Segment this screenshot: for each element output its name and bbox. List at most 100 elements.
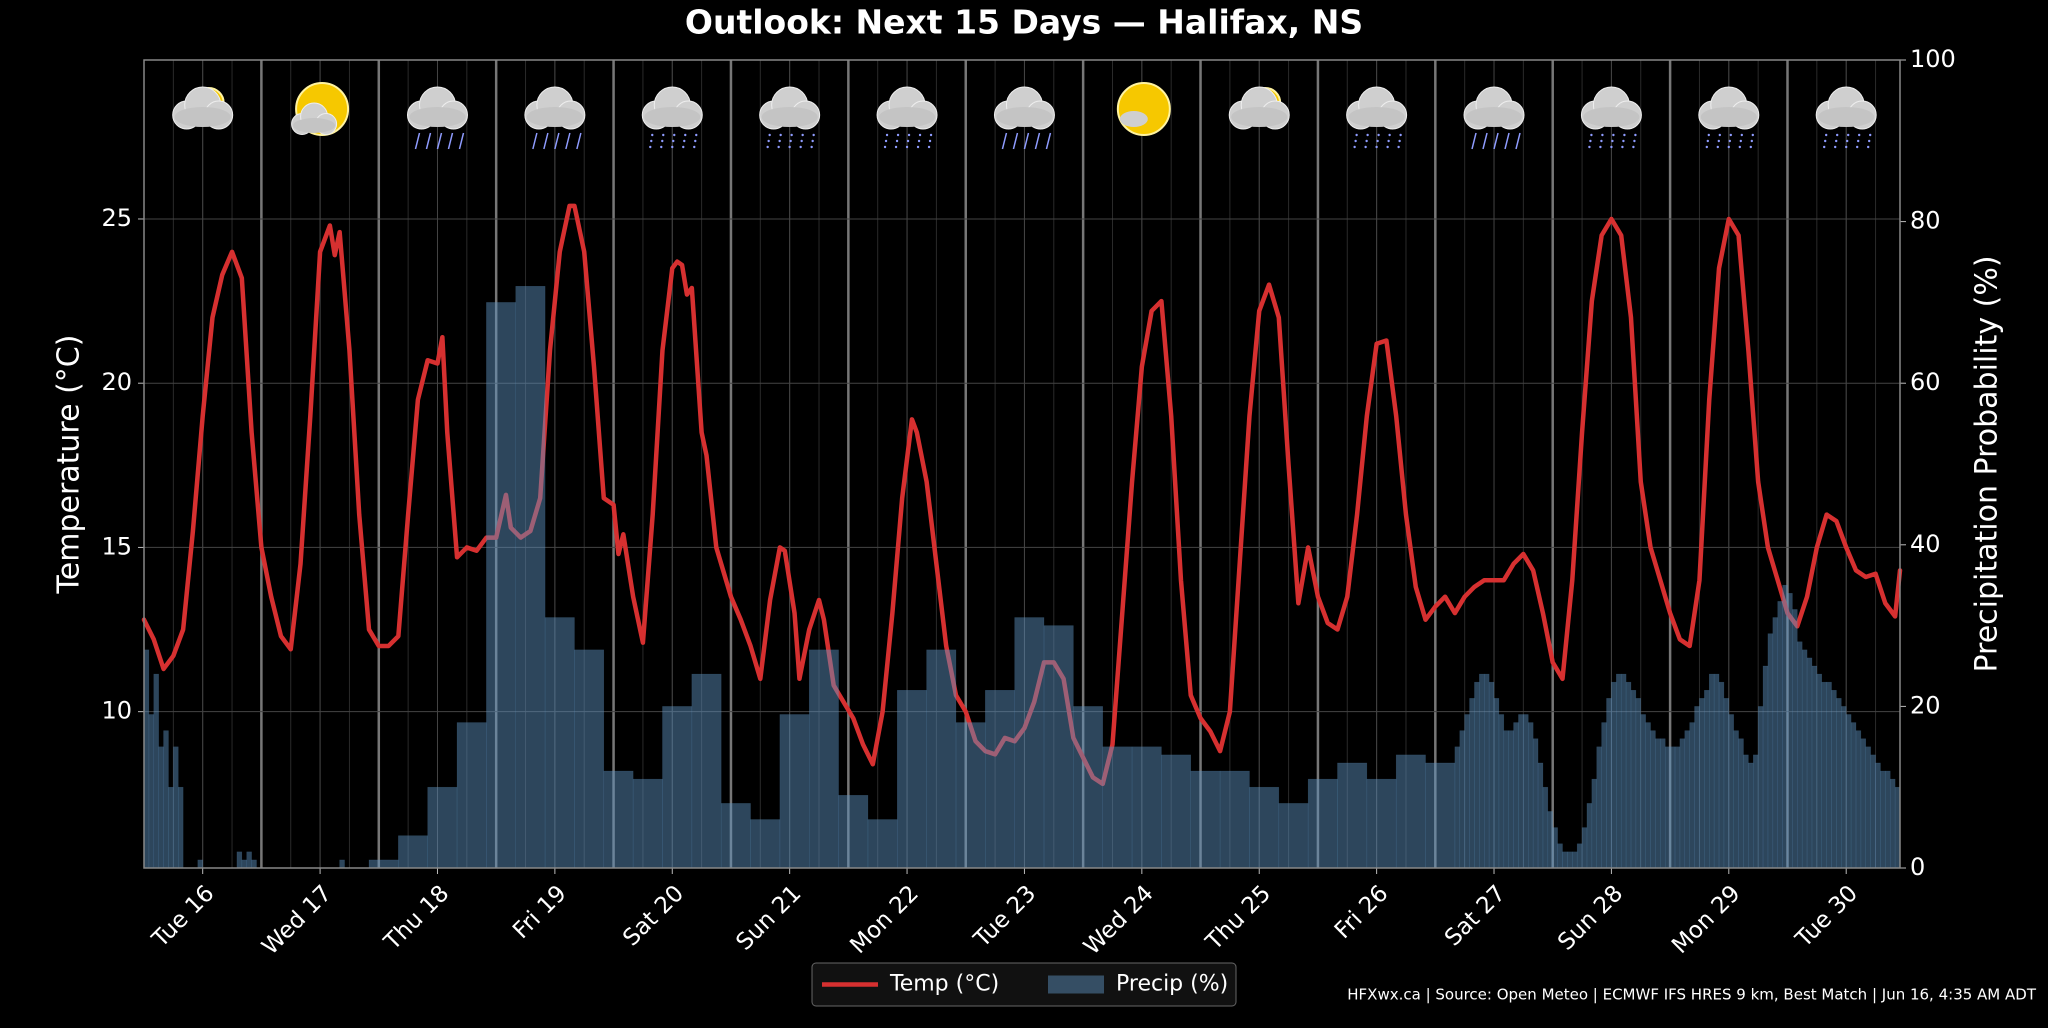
y2-axis-label: Precipitation Probability (%) [1970,255,2005,672]
drizzle-dot [1835,133,1839,137]
precip-bar [1454,746,1461,869]
weather-icon [172,86,234,130]
cloud [879,107,936,127]
precip-bar [1782,584,1788,869]
drizzle-dot [895,139,899,143]
y2-tick-label: 80 [1910,207,1941,235]
drizzle-dot [672,139,675,143]
precip-bar [339,859,345,869]
precip-bar [1850,722,1857,869]
drizzle-dot [1387,139,1390,143]
drizzle-dot [1622,139,1625,143]
drizzle-dot [671,145,674,149]
precip-bar [1801,649,1808,869]
precip-bar [1532,738,1539,869]
drizzle-dot [885,133,889,137]
rain-streak [458,132,465,150]
precip-bar [1821,681,1827,869]
drizzle-dot [1866,145,1870,149]
precip-bar [1620,673,1627,869]
legend-label: Precip (%) [1116,972,1228,997]
precip-bar [1459,730,1465,869]
precip-bar [1596,746,1602,869]
precip-bar [544,617,575,869]
drizzle-dot [1621,145,1624,149]
precip-bar [1581,827,1588,869]
drizzle-dot [695,133,698,137]
drizzle-dot [1738,145,1742,149]
drizzle-dot [790,133,793,137]
precip-bar [1474,681,1480,869]
precip-bar [1503,730,1509,869]
drizzle-dot [1633,139,1636,143]
drizzle-dot [650,139,653,143]
weather-icon [876,86,938,149]
y-tick-label: 20 [101,368,132,396]
drizzle-dot [907,133,911,137]
rain-streak [1034,132,1041,150]
weather-icon [291,82,350,136]
precip-bar [955,722,986,869]
precip-bar [1537,762,1544,869]
drizzle-dot [1750,139,1754,143]
precip-bar [1625,681,1632,869]
drizzle-dot [682,145,685,149]
weather-icon [1580,86,1642,149]
precip-bar [1841,706,1847,869]
precip-bar [1479,673,1485,869]
drizzle-dot [1590,133,1593,137]
precip-bar [1542,786,1549,869]
precip-bar [1337,762,1368,869]
drizzle-dot [1364,145,1367,149]
precip-bar [1655,738,1661,869]
precip-bar [1718,681,1725,869]
precip-bar [1562,851,1568,869]
drizzle-dot [1600,139,1603,143]
precip-bar [1190,770,1221,869]
drizzle-dot [812,133,815,137]
rain-streak [447,132,454,150]
precip-bar [1845,714,1852,869]
precip-bar [1518,714,1524,869]
drizzle-dot [684,133,687,137]
precip-bar [1713,673,1720,869]
cloud [1700,107,1757,127]
drizzle-dot [1599,145,1602,149]
precip-bar [1630,689,1637,869]
precip-bar [897,689,927,869]
drizzle-dot [1611,139,1614,143]
drizzle-dot [1588,145,1591,149]
drizzle-dot [1634,133,1637,137]
legend-swatch [1048,975,1104,994]
drizzle-dot [905,145,909,149]
drizzle-dot [777,145,780,149]
rain-streak [1001,132,1008,150]
weather-icon [1463,86,1525,150]
precip-bar [1733,730,1739,869]
weather-icon [1815,86,1877,149]
rain-streak [1493,132,1499,150]
temperature-line [141,203,1903,787]
precip-bar [662,706,693,869]
precip-bar [1131,746,1162,869]
drizzle-dot [1632,145,1635,149]
cloud [761,107,818,127]
weather-icon [1346,86,1408,149]
y2-tick-label: 0 [1910,853,1925,881]
precip-bar [1792,609,1798,869]
rain-streak [1012,132,1019,150]
rain-streak [1482,132,1488,150]
rain-streak [532,132,538,150]
rain-streak [1045,132,1052,150]
drizzle-dot [1717,139,1721,143]
precip-bar [574,649,605,869]
source-note: HFXwx.ca | Source: Open Meteo | ECMWF IF… [1347,986,2037,1004]
drizzle-dot [811,139,814,143]
drizzle-dot [929,133,933,137]
drizzle-dot [649,145,652,149]
precip-bar [1395,754,1426,869]
precip-bar [158,746,164,869]
precip-bar [1645,722,1651,869]
precip-bar [1669,746,1676,869]
rain-streak [1515,132,1521,150]
